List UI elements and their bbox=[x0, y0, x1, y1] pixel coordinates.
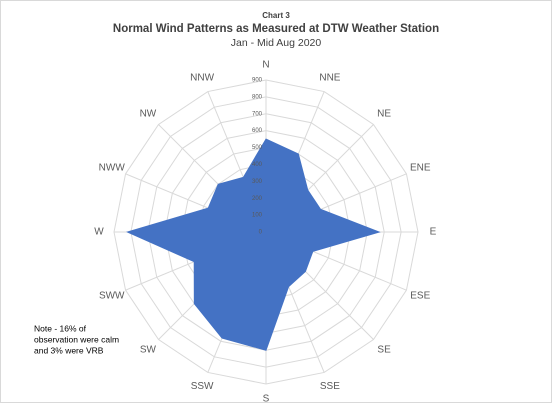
category-label: SSW bbox=[191, 381, 214, 392]
r-tick-label: 500 bbox=[252, 145, 263, 151]
category-label: E bbox=[430, 227, 437, 238]
category-label: N bbox=[262, 60, 269, 71]
note-line: and 3% were VRB bbox=[34, 345, 104, 355]
category-label: S bbox=[263, 394, 270, 404]
category-label: ENE bbox=[410, 163, 431, 174]
r-tick-label: 0 bbox=[259, 230, 263, 236]
category-label: SW bbox=[140, 345, 157, 356]
r-tick-label: 300 bbox=[252, 179, 263, 185]
category-label: NNE bbox=[319, 72, 340, 83]
note-line: Note - 16% of bbox=[34, 323, 87, 333]
r-tick-label: 100 bbox=[252, 213, 263, 219]
category-label: NWW bbox=[99, 163, 126, 174]
category-label: NW bbox=[140, 109, 157, 120]
category-label: SE bbox=[377, 345, 391, 356]
chart-supertitle: Chart 3 bbox=[262, 11, 290, 20]
category-label: SWW bbox=[99, 291, 125, 302]
r-tick-label: 900 bbox=[252, 78, 263, 84]
category-label: ESE bbox=[410, 291, 430, 302]
radar-area bbox=[126, 138, 381, 351]
category-label: W bbox=[94, 227, 104, 238]
chart-subtitle: Jan - Mid Aug 2020 bbox=[231, 37, 322, 49]
note-line: observation were calm bbox=[34, 334, 119, 344]
r-tick-label: 800 bbox=[252, 94, 263, 100]
r-tick-label: 400 bbox=[252, 162, 263, 168]
r-tick-label: 200 bbox=[252, 196, 263, 202]
category-label: SSE bbox=[320, 381, 340, 392]
chart-title: Normal Wind Patterns as Measured at DTW … bbox=[113, 23, 439, 35]
category-label: NNW bbox=[190, 72, 214, 83]
r-tick-label: 700 bbox=[252, 111, 263, 117]
category-label: NE bbox=[377, 109, 391, 120]
r-tick-label: 600 bbox=[252, 128, 263, 134]
